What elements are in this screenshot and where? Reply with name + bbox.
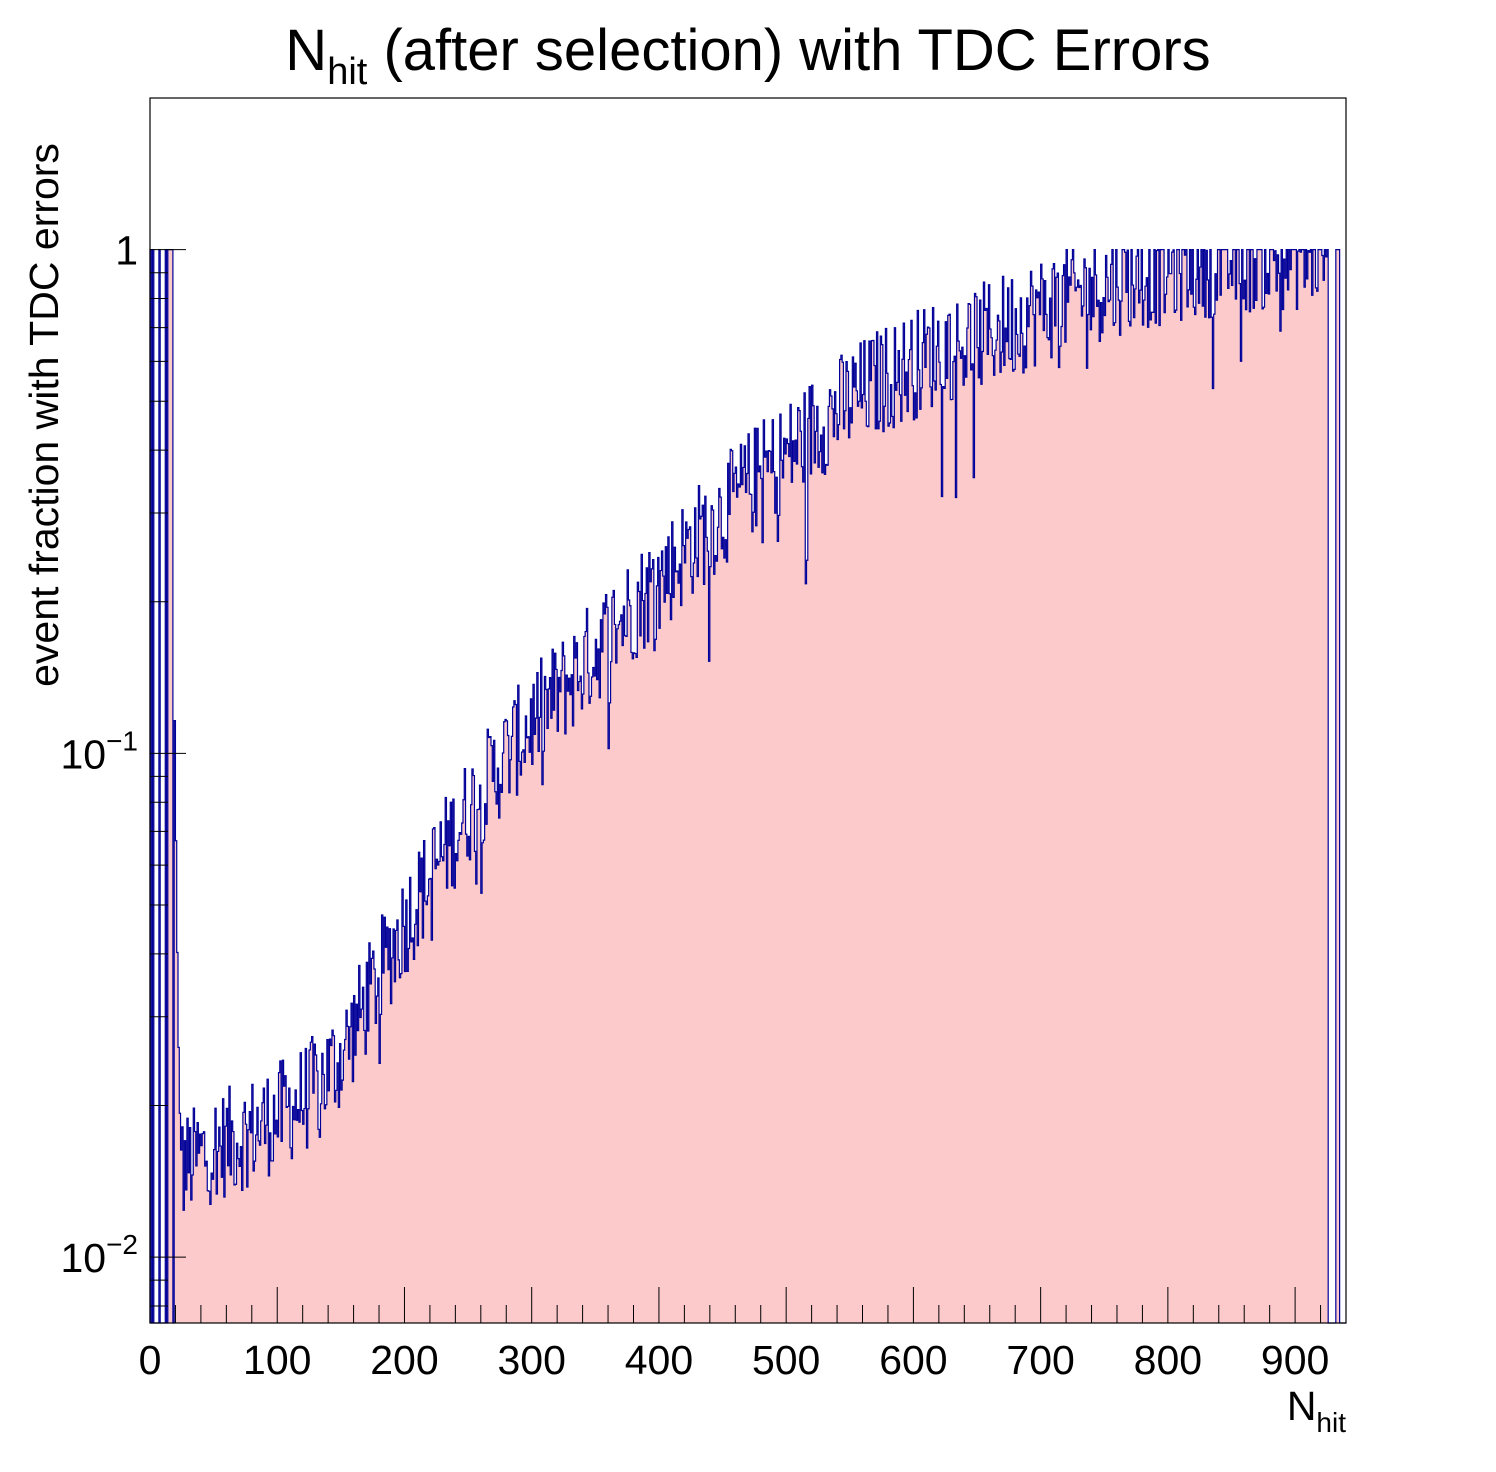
x-tick-label: 600: [879, 1337, 947, 1383]
y-tick-exponent: −1: [106, 725, 138, 756]
x-axis-ticks: 0 100 200 300 400 500 600 700 800 900: [139, 1287, 1347, 1383]
histogram-fill: [150, 249, 1346, 1323]
chart-title-rest: (after selection) with TDC Errors: [367, 18, 1210, 83]
histogram-fill-area: [150, 249, 1346, 1323]
x-axis-label: Nhit: [1287, 1383, 1346, 1438]
x-tick-label: 900: [1261, 1337, 1329, 1383]
x-tick-label: 700: [1006, 1337, 1074, 1383]
x-axis-label-main: N: [1287, 1383, 1317, 1429]
y-tick-base: 1: [115, 228, 138, 274]
y-axis-label: event fraction with TDC errors: [21, 143, 67, 687]
y-tick-base: 10: [60, 731, 106, 777]
x-tick-label: 200: [370, 1337, 438, 1383]
x-tick-label: 400: [625, 1337, 693, 1383]
x-tick-label: 500: [752, 1337, 820, 1383]
plot-border: [149, 97, 1347, 1324]
y-tick-label: 1: [115, 228, 138, 274]
y-tick-label: 10−1: [60, 725, 138, 777]
y-axis-ticks: 110−110−2: [60, 97, 186, 1307]
x-tick-label: 0: [139, 1337, 162, 1383]
histogram-step-line: [149, 249, 1346, 1324]
x-tick-label: 300: [497, 1337, 565, 1383]
chart-title: Nhit (after selection) with TDC Errors: [285, 18, 1210, 93]
histogram-outline: [149, 249, 1346, 1324]
x-tick-label: 100: [243, 1337, 311, 1383]
y-tick-exponent: −2: [106, 1229, 138, 1260]
x-tick-label: 800: [1134, 1337, 1202, 1383]
chart-title-sub: hit: [327, 51, 368, 93]
y-tick-base: 10: [60, 1235, 106, 1281]
x-axis-label-sub: hit: [1316, 1407, 1346, 1438]
y-tick-label: 10−2: [60, 1229, 138, 1281]
plot-frame: [149, 97, 1347, 1324]
chart-title-main: N: [285, 18, 327, 83]
